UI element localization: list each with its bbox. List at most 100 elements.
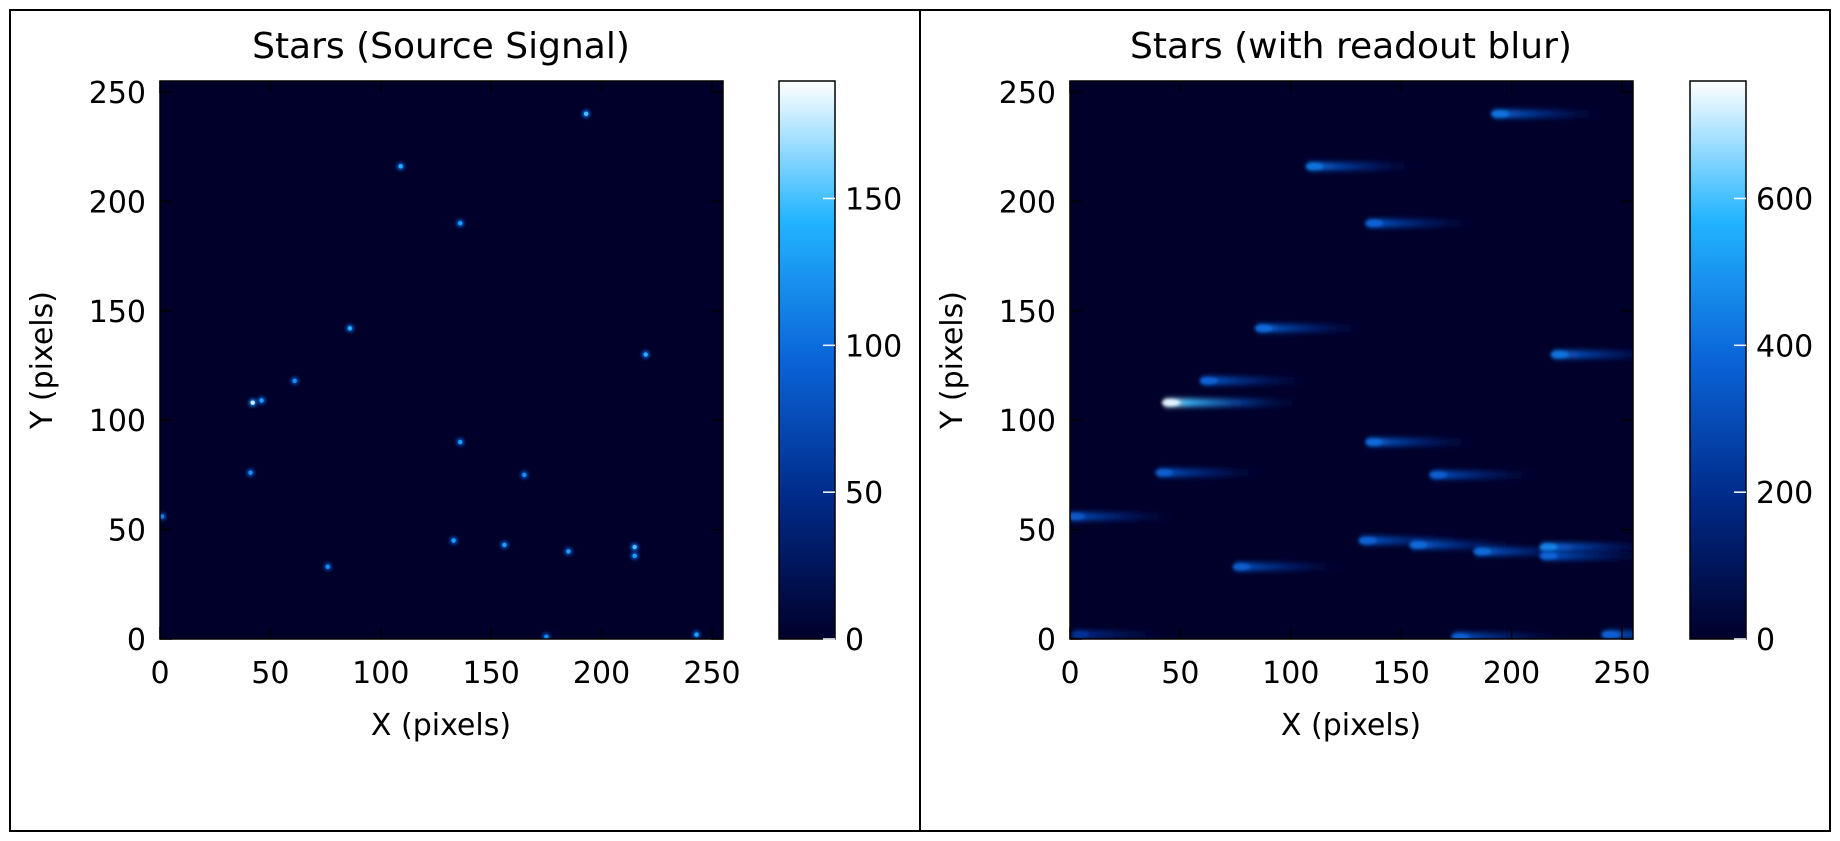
y-tick-label: 50	[108, 514, 146, 549]
x-axis-label: X (pixels)	[1281, 708, 1421, 743]
star-point	[325, 564, 330, 569]
star-core	[1365, 438, 1384, 446]
star-core	[1199, 377, 1218, 384]
star-point	[160, 514, 165, 519]
x-axis-label: X (pixels)	[371, 708, 511, 743]
y-axis-label: Y (pixels)	[935, 291, 970, 430]
star-streak	[1306, 162, 1430, 171]
colorbar-gradient	[778, 80, 836, 640]
star-point	[522, 472, 527, 478]
panel-source-signal: Stars (Source Signal) 0 50 100 150 200 250 0 5…	[25, 26, 902, 743]
y-tick-label: 200	[999, 185, 1056, 220]
x-tick-label: 50	[1161, 656, 1199, 691]
y-axis-label: Y (pixels)	[25, 291, 60, 430]
star-core	[1232, 563, 1251, 570]
plot-background	[1070, 81, 1633, 639]
star-streak	[1492, 109, 1616, 118]
star-core	[1473, 548, 1492, 555]
colorbar-tick-label: 100	[845, 329, 902, 364]
x-axis: 0 50 100 150 200 250	[150, 81, 741, 691]
star-core	[1162, 399, 1181, 406]
chart-title: Stars (Source Signal)	[252, 26, 630, 67]
star-point	[632, 553, 637, 559]
x-tick-label: 200	[573, 656, 630, 691]
colorbar-gradient	[1689, 80, 1747, 640]
star-point	[398, 164, 403, 169]
star-core	[1451, 633, 1470, 639]
star-core	[1070, 513, 1086, 520]
star-core	[1254, 325, 1273, 332]
colorbar-ticks: 0 50 100 150	[823, 182, 902, 658]
y-tick-label: 250	[89, 76, 146, 111]
y-tick-label: 100	[89, 404, 146, 439]
y-tick-label: 150	[89, 295, 146, 330]
colorbar-tick-label: 150	[845, 182, 902, 217]
plot-frame	[1069, 80, 1634, 640]
star-streaks	[1070, 109, 1633, 639]
star-core	[1071, 631, 1090, 638]
x-tick-label: 50	[251, 656, 289, 691]
star-streak	[1163, 398, 1312, 407]
colorbar-tick-label: 200	[1756, 476, 1813, 511]
x-axis: 0 50 100 150 200 250	[1060, 81, 1651, 691]
panel-readout-blur: Stars (with readout blur) 0 50 100 150 200 25…	[935, 26, 1813, 743]
star-streak	[1540, 551, 1633, 560]
star-streak	[1430, 470, 1549, 479]
y-tick-label: 0	[1037, 623, 1056, 658]
y-tick-label: 200	[89, 185, 146, 220]
colorbar-ticks: 0 200 400 600	[1734, 182, 1813, 658]
star-streak	[1072, 630, 1180, 639]
star-point	[292, 378, 297, 383]
star-point	[566, 549, 571, 554]
star-streak	[1070, 512, 1186, 521]
chart-title: Stars (with readout blur)	[1130, 26, 1572, 67]
star-point	[458, 221, 463, 226]
star-streak	[1366, 438, 1488, 447]
x-tick-label: 200	[1483, 656, 1540, 691]
colorbar: 0 50 100 150	[778, 80, 902, 658]
star-streak	[1551, 350, 1633, 359]
plot-area	[1069, 80, 1634, 640]
star-point	[458, 439, 463, 445]
star-core	[1491, 110, 1510, 118]
x-tick-label: 100	[1262, 656, 1319, 691]
colorbar-tick-label: 600	[1756, 182, 1813, 217]
y-tick-label: 50	[1018, 514, 1056, 549]
x-tick-label: 150	[463, 656, 520, 691]
x-tick-label: 250	[1593, 656, 1650, 691]
star-core	[1539, 552, 1558, 560]
star-streak	[1540, 543, 1633, 552]
star-streak	[1200, 376, 1321, 385]
star-point	[451, 538, 456, 543]
star-core	[1155, 469, 1174, 476]
x-tick-label: 100	[352, 656, 409, 691]
star-core	[1365, 220, 1384, 227]
y-tick-label: 0	[127, 623, 146, 658]
star-point	[248, 470, 253, 475]
star-point	[250, 400, 255, 405]
star-streak	[1233, 562, 1353, 571]
y-axis: 0 50 100 150 200 250	[89, 76, 723, 658]
star-core	[1539, 543, 1558, 551]
colorbar-tick-label: 0	[1756, 623, 1775, 658]
x-tick-label: 150	[1373, 656, 1430, 691]
star-point	[632, 544, 637, 550]
star-streak	[1255, 324, 1378, 333]
star-core	[1429, 471, 1448, 479]
star-core	[1409, 541, 1428, 549]
star-core	[1358, 537, 1377, 544]
colorbar: 0 200 400 600	[1689, 80, 1813, 658]
y-tick-label: 100	[999, 404, 1056, 439]
star-point	[583, 111, 589, 117]
colorbar-tick-label: 400	[1756, 329, 1813, 364]
y-tick-label: 150	[999, 295, 1056, 330]
colorbar-tick-label: 50	[845, 476, 883, 511]
star-streak	[1366, 219, 1487, 228]
star-markers	[160, 109, 701, 639]
star-streak	[1156, 468, 1275, 477]
star-core	[1550, 351, 1569, 358]
star-point	[502, 542, 507, 548]
star-point	[643, 352, 648, 357]
star-core	[1305, 163, 1324, 170]
